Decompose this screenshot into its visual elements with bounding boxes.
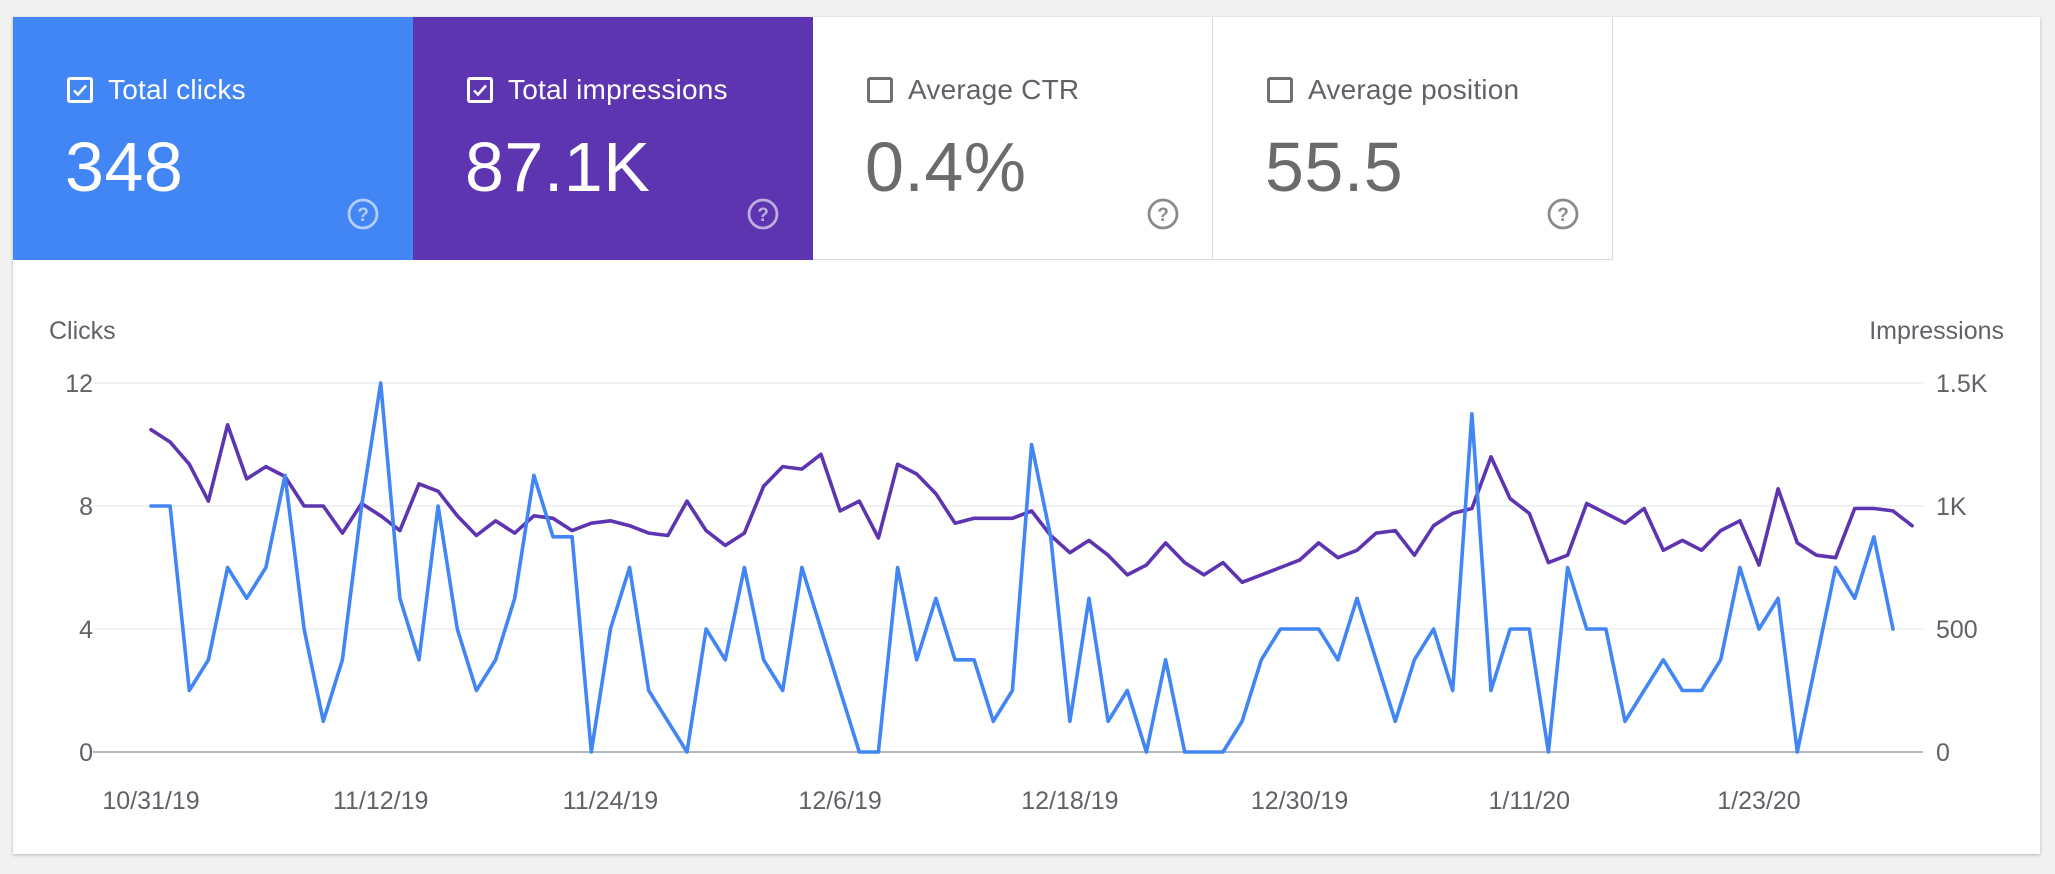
tile-label: Total impressions xyxy=(508,74,728,105)
checkbox-checked-icon[interactable] xyxy=(67,77,93,103)
x-tick-label: 1/23/20 xyxy=(1717,787,1800,815)
svg-text:?: ? xyxy=(357,205,369,226)
performance-chart: Clicks Impressions 12 8 4 0 1.5K 1K 500 0 10/3… xyxy=(13,277,2040,847)
help-icon[interactable]: ? xyxy=(746,197,780,231)
tile-header: Average position xyxy=(1267,73,1519,107)
svg-text:?: ? xyxy=(757,205,769,226)
y-right-tick-label: 1K xyxy=(1936,493,1967,521)
tile-average-ctr[interactable]: Average CTR 0.4% ? xyxy=(813,17,1213,260)
chart-svg: Clicks Impressions 12 8 4 0 1.5K 1K 500 0 10/3… xyxy=(49,317,2004,815)
y-axis-left-ticks: 12 8 4 0 xyxy=(65,370,93,767)
tile-header: Total impressions xyxy=(467,73,728,107)
tile-label: Average position xyxy=(1308,74,1520,105)
tile-header: Total clicks xyxy=(67,73,246,107)
y-right-tick-label: 500 xyxy=(1936,616,1978,644)
x-tick-label: 11/24/19 xyxy=(563,787,658,815)
tile-value: 348 xyxy=(65,128,184,206)
y-axis-left-title: Clicks xyxy=(49,317,116,345)
grid-lines xyxy=(93,382,1923,753)
y-right-tick-label: 1.5K xyxy=(1936,370,1988,398)
svg-text:?: ? xyxy=(1557,205,1569,226)
tile-value: 0.4% xyxy=(865,128,1027,206)
tile-average-position[interactable]: Average position 55.5 ? xyxy=(1213,17,1613,260)
help-icon[interactable]: ? xyxy=(1146,197,1180,231)
y-left-tick-label: 12 xyxy=(65,370,93,398)
y-axis-right-ticks: 1.5K 1K 500 0 xyxy=(1936,370,1988,767)
series-line-clicks xyxy=(149,381,1895,754)
svg-text:?: ? xyxy=(1157,205,1169,226)
x-tick-label: 12/30/19 xyxy=(1251,787,1348,815)
series-lines xyxy=(149,381,1914,754)
checkbox-checked-icon[interactable] xyxy=(467,77,493,103)
tile-label: Total clicks xyxy=(108,74,246,105)
tile-value: 87.1K xyxy=(465,128,651,206)
tile-value: 55.5 xyxy=(1265,128,1404,206)
tile-header: Average CTR xyxy=(867,73,1079,107)
tile-total-impressions[interactable]: Total impressions 87.1K ? xyxy=(413,17,813,260)
checkbox-unchecked-icon[interactable] xyxy=(1267,77,1293,103)
tile-total-clicks[interactable]: Total clicks 348 ? xyxy=(13,17,413,260)
y-left-tick-label: 4 xyxy=(79,616,93,644)
x-axis-ticks: 10/31/19 11/12/19 11/24/19 12/6/19 12/18/19 1… xyxy=(102,787,1800,815)
y-left-tick-label: 0 xyxy=(79,739,93,767)
x-tick-label: 1/11/20 xyxy=(1489,787,1571,815)
x-tick-label: 10/31/19 xyxy=(102,787,199,815)
x-tick-label: 12/6/19 xyxy=(798,787,881,815)
y-axis-right-title: Impressions xyxy=(1869,317,2004,345)
help-icon[interactable]: ? xyxy=(346,197,380,231)
checkbox-unchecked-icon[interactable] xyxy=(867,77,893,103)
series-line-impressions xyxy=(149,423,1914,585)
performance-card: Total clicks 348 ? Total impressions 87.… xyxy=(13,17,2040,854)
tile-label: Average CTR xyxy=(908,74,1080,105)
y-right-tick-label: 0 xyxy=(1936,739,1950,767)
help-icon[interactable]: ? xyxy=(1546,197,1580,231)
x-tick-label: 11/12/19 xyxy=(333,787,428,815)
y-left-tick-label: 8 xyxy=(79,493,93,521)
x-tick-label: 12/18/19 xyxy=(1021,787,1118,815)
